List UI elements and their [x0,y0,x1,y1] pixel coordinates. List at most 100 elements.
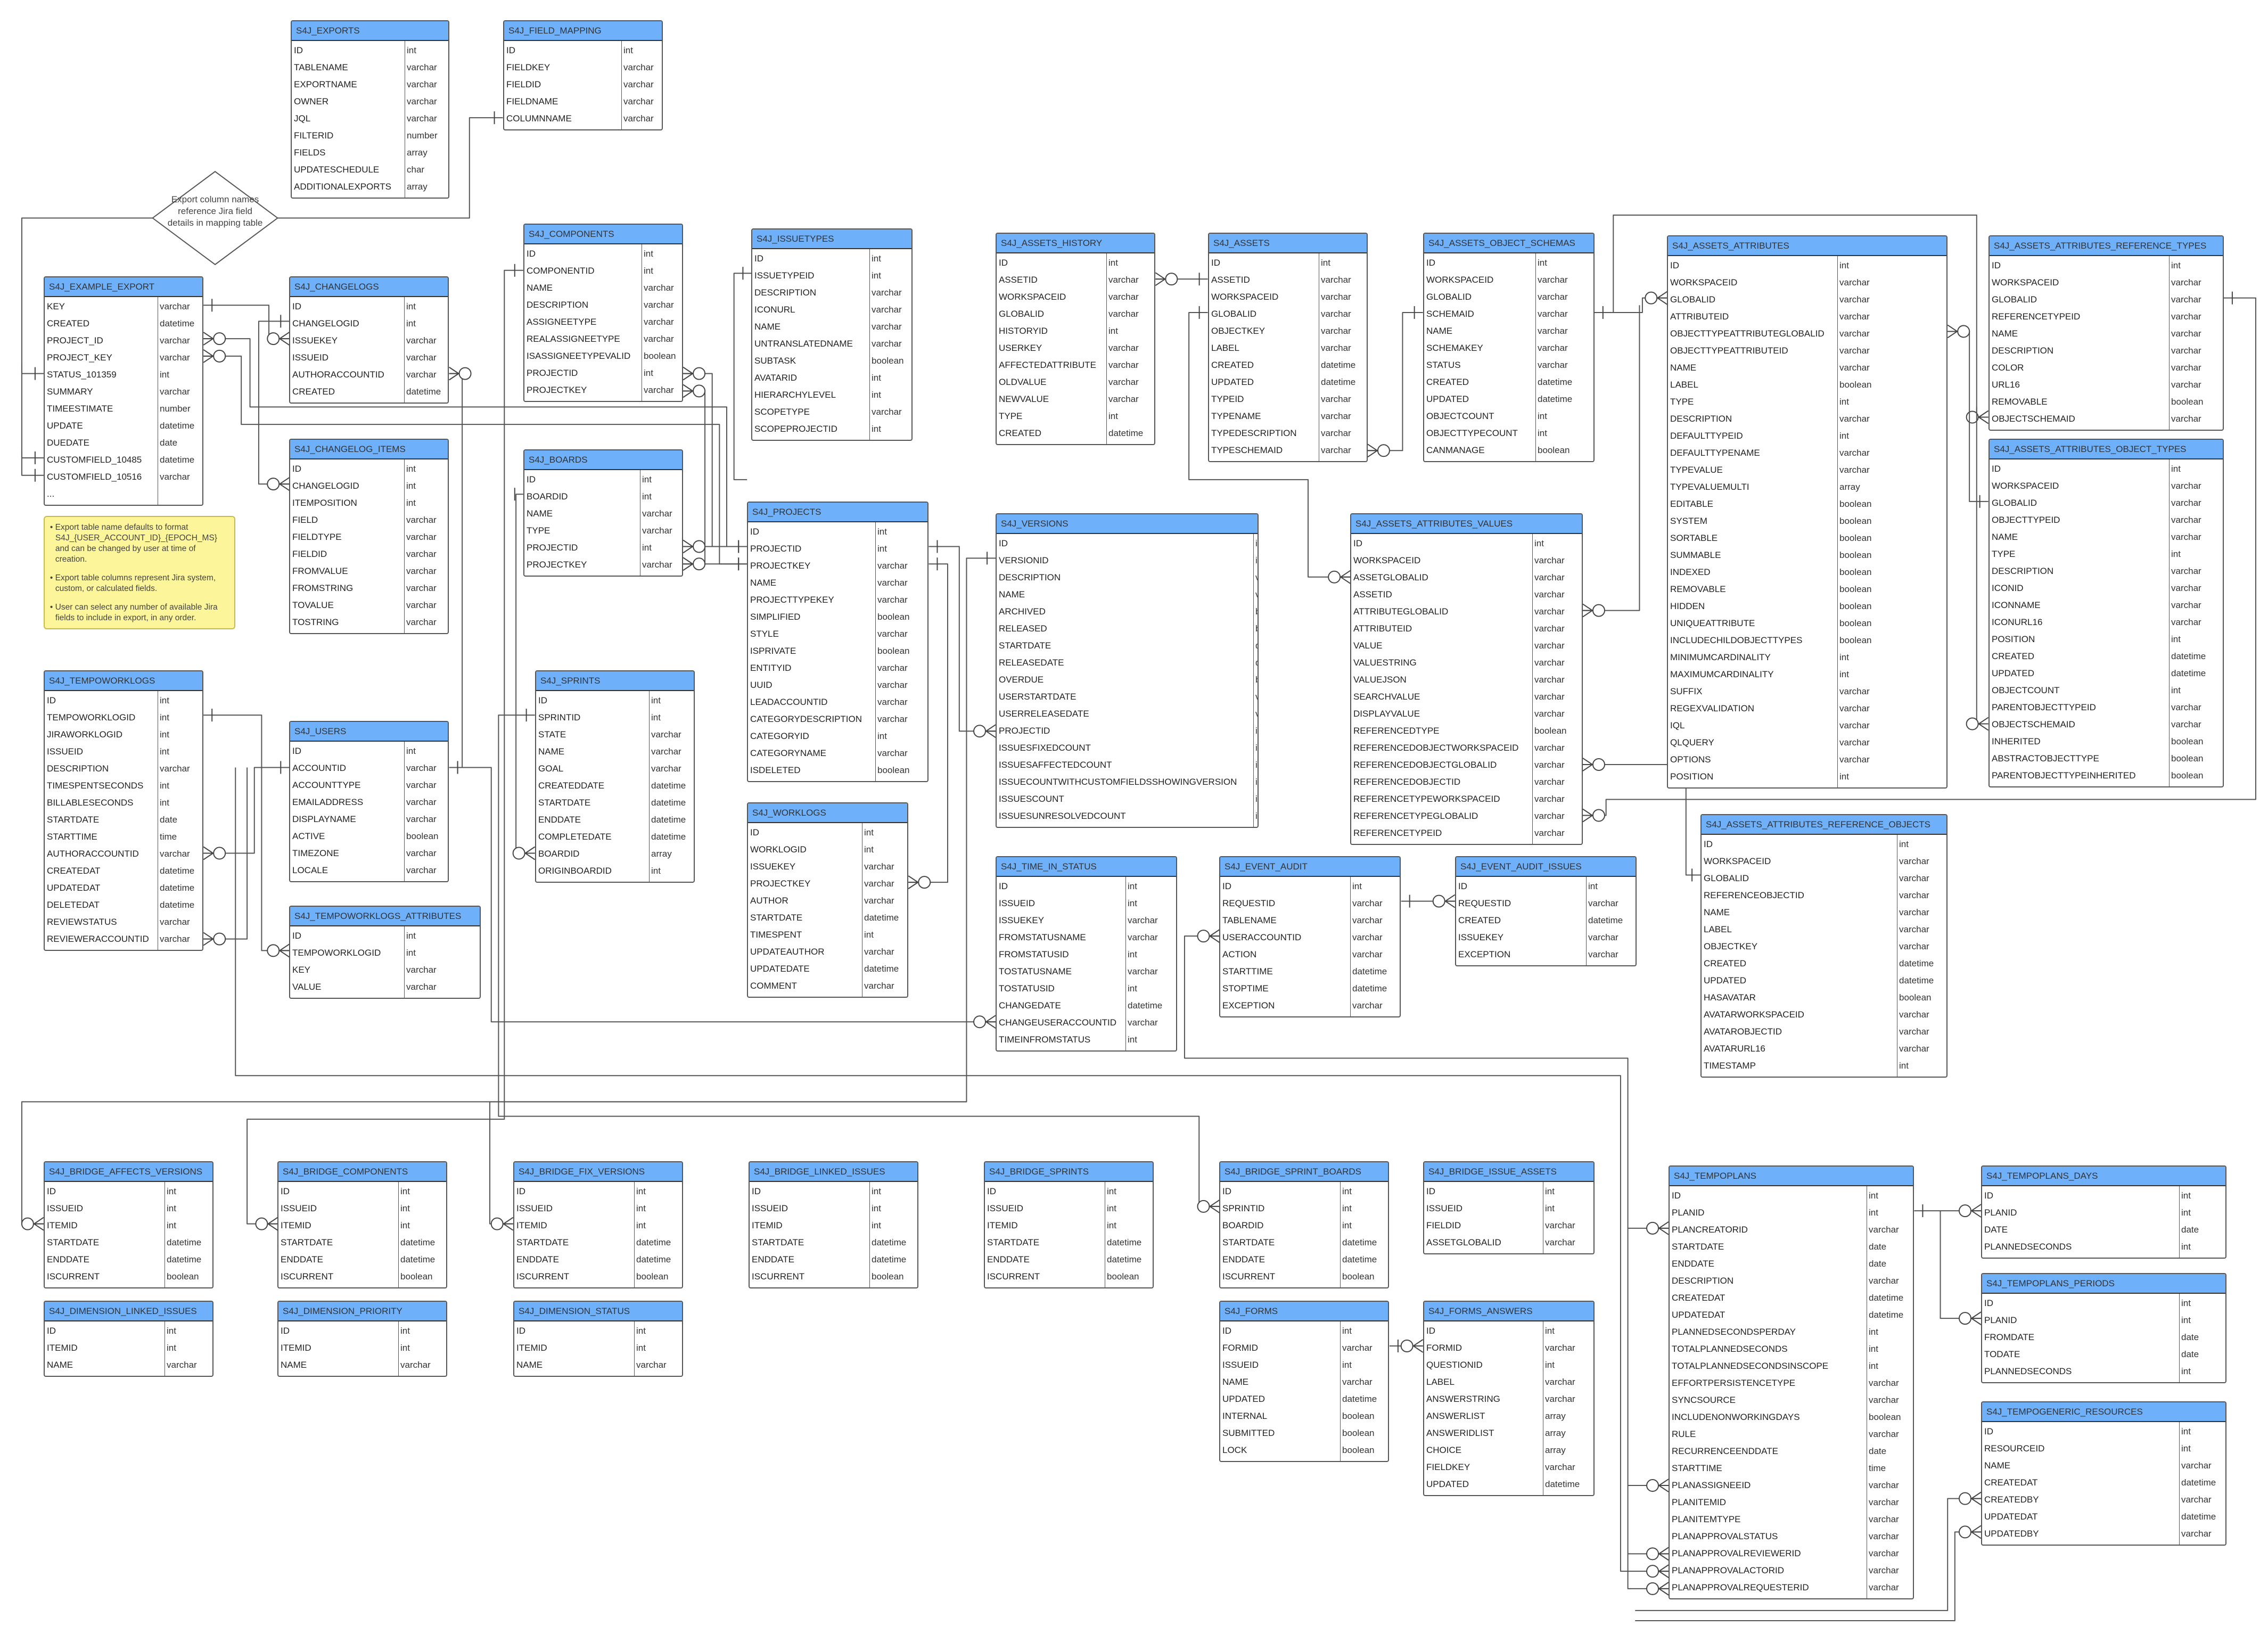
column-type: varchar [1899,1044,1929,1054]
table-row: STARTDATE datetime [514,1234,682,1251]
column-type: varchar [406,370,437,380]
table-s4j-bridge-linked-issues[interactable]: S4J_BRIDGE_LINKED_ISSUES ID int ISSUEID … [749,1161,918,1288]
column-type: varchar [2171,329,2201,339]
table-body: ID int REQUESTID varchar CREATED datetim… [1456,877,1636,965]
table-s4j-tempoplans[interactable]: S4J_TEMPOPLANS ID int PLANID int PLANCRE… [1669,1165,1914,1599]
table-s4j-tempoplans-days[interactable]: S4J_TEMPOPLANS_DAYS ID int PLANID int DA… [1981,1165,2226,1259]
table-s4j-event-audit[interactable]: S4J_EVENT_AUDIT ID int REQUESTID varchar… [1219,856,1401,1017]
column-name: ID [1984,1298,1993,1308]
table-row: WORKSPACEID varchar [1668,274,1946,291]
table-s4j-assets-attributes-reference-types[interactable]: S4J_ASSETS_ATTRIBUTES_REFERENCE_TYPES ID… [1988,235,2224,431]
column-name: PLANCREATORID [1672,1225,1748,1235]
table-title: S4J_TIME_IN_STATUS [997,857,1176,877]
table-row: EMAILADDRESS varchar [290,794,448,811]
column-name: STATUS_101359 [47,370,117,380]
table-s4j-boards[interactable]: S4J_BOARDS ID int BOARDID int NAME varch… [523,449,683,577]
column-name: ID [281,1326,290,1336]
column-name: ISSUEID [47,1203,84,1213]
table-body: ID int ISSUEID int ISSUEKEY varchar FROM… [997,877,1176,1050]
column-type: varchar [1869,1225,1899,1235]
table-s4j-bridge-sprint-boards[interactable]: S4J_BRIDGE_SPRINT_BOARDS ID int SPRINTID… [1219,1161,1389,1288]
table-s4j-forms-answers[interactable]: S4J_FORMS_ANSWERS ID int FORMID varchar … [1423,1301,1595,1496]
column-name: PLANITEMTYPE [1672,1514,1741,1524]
table-row: STARTDATE datetime [536,794,694,811]
column-type: int [160,729,169,740]
table-row: REFERENCEDOBJECTWORKSPACEID varchar [1351,740,1582,757]
table-row: AUTHOR varchar [748,892,907,909]
column-name: ID [292,464,301,474]
table-s4j-assets[interactable]: S4J_ASSETS ID int ASSETID varchar WORKSP… [1208,233,1368,462]
table-s4j-assets-object-schemas[interactable]: S4J_ASSETS_OBJECT_SCHEMAS ID int WORKSPA… [1423,233,1595,462]
table-title: S4J_USERS [290,722,448,742]
table-row: ID int [1424,1183,1593,1200]
table-row: UNTRANSLATEDNAME varchar [752,335,911,352]
table-s4j-event-audit-issues[interactable]: S4J_EVENT_AUDIT_ISSUES ID int REQUESTID … [1455,856,1637,966]
table-s4j-exports[interactable]: S4J_EXPORTS ID int TABLENAME varchar EXP… [291,20,449,199]
table-s4j-components[interactable]: S4J_COMPONENTS ID int COMPONENTID int NA… [523,224,683,402]
table-s4j-assets-attributes-object-types[interactable]: S4J_ASSETS_ATTRIBUTES_OBJECT_TYPES ID in… [1988,439,2224,787]
table-s4j-worklogs[interactable]: S4J_WORKLOGS ID int WORKLOGID int ISSUEK… [747,802,908,998]
zero-or-many-marker [1432,894,1456,908]
column-name: TYPENAME [1211,411,1261,421]
column-name: OBJECTKEY [1211,326,1266,336]
table-row: INDEXED boolean [1668,564,1946,581]
table-s4j-issuetypes[interactable]: S4J_ISSUETYPES ID int ISSUETYPEID int DE… [751,228,913,441]
table-s4j-projects[interactable]: S4J_PROJECTS ID int PROJECTID int PROJEC… [747,502,928,782]
table-row: FIELDKEY varchar [504,59,662,76]
table-s4j-assets-attributes-reference-objects[interactable]: S4J_ASSETS_ATTRIBUTES_REFERENCE_OBJECTS … [1700,814,1947,1078]
table-s4j-changelogs[interactable]: S4J_CHANGELOGS ID int CHANGELOGID int IS… [289,276,449,404]
column-type: date [1255,654,1258,671]
table-s4j-forms[interactable]: S4J_FORMS ID int FORMID varchar ISSUEID … [1219,1301,1389,1462]
table-s4j-versions[interactable]: S4J_VERSIONS ID int VERSIONID int DESCRI… [996,513,1259,828]
column-name: FIELDTYPE [292,532,342,542]
relationship-line [21,217,153,374]
table-s4j-time-in-status[interactable]: S4J_TIME_IN_STATUS ID int ISSUEID int IS… [996,856,1177,1052]
table-row: UUID varchar [748,677,927,694]
column-name: PROJECTID [527,543,578,553]
table-s4j-changelog-items[interactable]: S4J_CHANGELOG_ITEMS ID int CHANGELOGID i… [289,439,449,634]
table-s4j-field-mapping[interactable]: S4J_FIELD_MAPPING ID int FIELDKEY varcha… [503,20,663,130]
column-name: UPDATEDAT [1672,1310,1725,1320]
table-row: CATEGORYNAME varchar [748,745,927,762]
column-type: varchar [1108,275,1139,285]
table-row: UPDATEDAT datetime [1982,1508,2225,1525]
column-name: TOTALPLANNEDSECONDS [1672,1344,1788,1354]
column-name: OBJECTTYPEATTRIBUTEID [1670,346,1788,356]
table-body: ID int CHANGELOGID int ITEMPOSITION int … [290,459,448,633]
table-s4j-bridge-sprints[interactable]: S4J_BRIDGE_SPRINTS ID int ISSUEID int IT… [984,1161,1154,1288]
table-s4j-dimension-priority[interactable]: S4J_DIMENSION_PRIORITY ID int ITEMID int… [277,1301,447,1377]
column-type: time [160,832,177,842]
table-s4j-bridge-components[interactable]: S4J_BRIDGE_COMPONENTS ID int ISSUEID int… [277,1161,447,1288]
table-row: OBJECTKEY varchar [1702,938,1946,955]
table-s4j-tempoplans-periods[interactable]: S4J_TEMPOPLANS_PERIODS ID int PLANID int… [1981,1273,2226,1383]
column-name: FIELDID [506,79,541,89]
table-s4j-tempogeneric-resources[interactable]: S4J_TEMPOGENERIC_RESOURCES ID int RESOUR… [1981,1401,2226,1546]
table-row: BOARDID int [524,488,682,505]
table-s4j-dimension-status[interactable]: S4J_DIMENSION_STATUS ID int ITEMID int N… [513,1301,683,1377]
column-type: int [167,1203,176,1213]
table-s4j-tempoworklogs-attributes[interactable]: S4J_TEMPOWORKLOGS_ATTRIBUTES ID int TEMP… [289,906,481,999]
table-s4j-dimension-linked-issues[interactable]: S4J_DIMENSION_LINKED_ISSUES ID int ITEMI… [44,1301,213,1377]
table-s4j-assets-attributes-values[interactable]: S4J_ASSETS_ATTRIBUTES_VALUES ID int WORK… [1350,513,1583,845]
column-type: int [642,474,652,485]
column-name: ENDDATE [1672,1259,1714,1269]
table-s4j-sprints[interactable]: S4J_SPRINTS ID int SPRINTID int STATE va… [535,670,695,883]
table-s4j-users[interactable]: S4J_USERS ID int ACCOUNTID varchar ACCOU… [289,721,449,882]
table-s4j-tempoworklogs[interactable]: S4J_TEMPOWORKLOGS ID int TEMPOWORKLOGID … [44,670,203,951]
column-type: int [877,731,887,741]
table-s4j-assets-history[interactable]: S4J_ASSETS_HISTORY ID int ASSETID varcha… [996,233,1155,445]
table-row: ID int [1670,1187,1913,1204]
column-type: varchar [1538,309,1568,319]
table-row: ... [45,486,202,503]
table-s4j-bridge-issue-assets[interactable]: S4J_BRIDGE_ISSUE_ASSETS ID int ISSUEID i… [1423,1161,1595,1254]
table-s4j-example-export[interactable]: S4J_EXAMPLE_EXPORT KEY varchar CREATED d… [44,276,203,506]
column-type: varchar [1538,326,1568,336]
column-name: ITEMID [987,1220,1018,1230]
table-s4j-assets-attributes[interactable]: S4J_ASSETS_ATTRIBUTES ID int WORKSPACEID… [1667,235,1947,789]
table-s4j-bridge-fix-versions[interactable]: S4J_BRIDGE_FIX_VERSIONS ID int ISSUEID i… [513,1161,683,1288]
table-s4j-bridge-affects-versions[interactable]: S4J_BRIDGE_AFFECTS_VERSIONS ID int ISSUE… [44,1161,213,1288]
column-type: datetime [1107,1237,1142,1247]
column-name: ID [1704,839,1713,849]
column-name: VALUE [1353,641,1383,651]
column-name: HISTORYID [999,326,1048,336]
